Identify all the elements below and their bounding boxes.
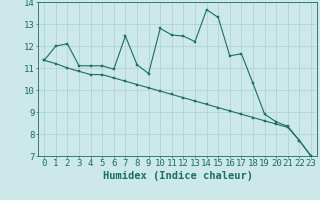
- X-axis label: Humidex (Indice chaleur): Humidex (Indice chaleur): [103, 171, 252, 181]
